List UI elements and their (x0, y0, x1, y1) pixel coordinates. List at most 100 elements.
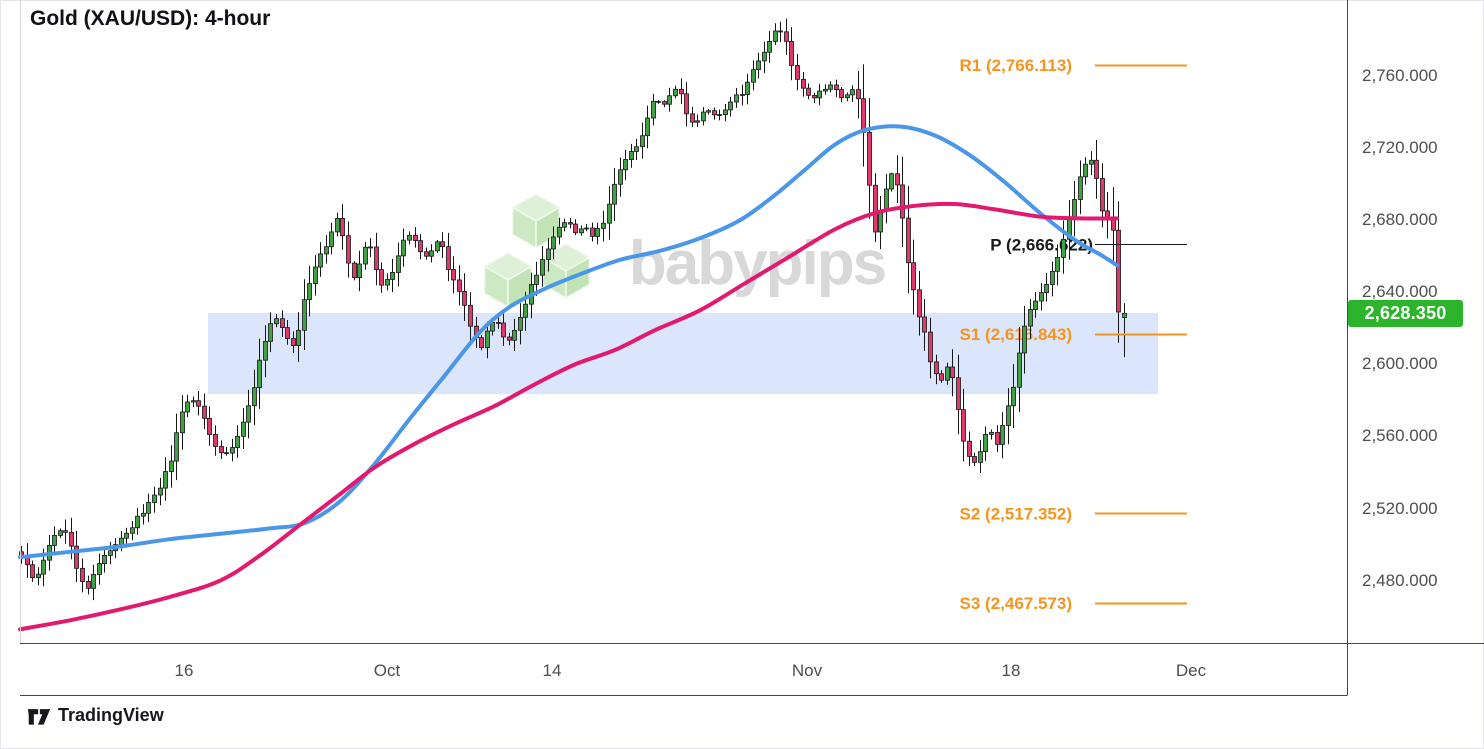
candle-up (551, 236, 556, 250)
candle-up (169, 460, 174, 472)
candle-down (196, 400, 201, 407)
candle-down (684, 93, 689, 115)
candle-down (950, 366, 955, 379)
candle-up (429, 250, 434, 257)
ma-line-ma-slow (18, 201, 1119, 632)
candle-down (906, 217, 911, 264)
candle-up (357, 263, 362, 279)
candle-down (972, 456, 977, 463)
candle-up (1044, 284, 1049, 293)
candle-up (878, 210, 883, 233)
candle-up (767, 41, 772, 53)
candle-up (407, 234, 412, 241)
candle-down (1100, 178, 1105, 212)
candle-down (1094, 159, 1099, 179)
price-tick-label: 2,600.000 (1362, 354, 1438, 374)
candle-up (318, 253, 323, 268)
candle-up (36, 573, 41, 579)
candle-down (656, 100, 661, 103)
time-tick-label: 16 (174, 661, 194, 680)
candle-up (1011, 386, 1016, 407)
candle-down (446, 246, 451, 270)
candles-series (19, 18, 1127, 601)
candle-up (1033, 300, 1038, 310)
candle-up (618, 169, 623, 185)
candle-up (1078, 176, 1083, 200)
time-tick-label: Nov (791, 661, 823, 680)
candle-up (135, 515, 140, 529)
time-tick-label: Dec (1175, 661, 1207, 680)
tradingview-logo[interactable]: TradingView (27, 705, 164, 726)
candle-up (396, 255, 401, 273)
candle-up (634, 146, 639, 152)
candle-up (385, 279, 390, 286)
time-tick-label: 14 (542, 661, 562, 680)
candle-down (812, 94, 817, 99)
candle-up (191, 400, 196, 403)
candle-down (662, 101, 667, 105)
candle-down (679, 88, 684, 95)
candle-down (801, 78, 806, 89)
time-axis[interactable]: 16 Oct 14 Nov 18 Dec (20, 644, 1347, 695)
candle-down (778, 30, 783, 33)
candle-up (828, 84, 833, 90)
candle-down (80, 567, 85, 582)
candle-down (451, 269, 456, 281)
time-tick-label: Oct (373, 661, 401, 680)
candle-down (917, 289, 922, 318)
candle-up (728, 101, 733, 111)
candle-up (745, 81, 750, 95)
candle-down (839, 89, 844, 99)
candle-up (978, 451, 983, 463)
candle-down (507, 336, 512, 341)
candle-up (52, 535, 57, 546)
candle-up (640, 135, 645, 148)
candle-down (501, 322, 506, 338)
candle-up (1028, 309, 1033, 327)
babypips-watermark-text: babypips (629, 229, 885, 298)
candle-down (861, 98, 866, 133)
candle-down (63, 530, 68, 533)
candle-up (1017, 352, 1022, 388)
candle-down (789, 40, 794, 66)
candle-up (850, 89, 855, 96)
candle-up (601, 222, 606, 229)
candle-up (119, 537, 124, 545)
candle-up (390, 272, 395, 280)
candle-up (152, 494, 157, 503)
candle-down (939, 373, 944, 381)
candle-up (751, 69, 756, 83)
candle-down (922, 316, 927, 333)
candle-down (895, 173, 900, 186)
candle-up (706, 110, 711, 113)
candle-down (995, 431, 1000, 445)
pivot-label-s3: S3 (2,467.573) (960, 594, 1072, 613)
candle-up (740, 94, 745, 96)
candle-up (612, 183, 617, 205)
candle-up (252, 387, 257, 407)
candle-up (324, 246, 329, 255)
candle-up (1022, 325, 1027, 354)
candle-up (1055, 256, 1060, 272)
candle-up (823, 88, 828, 92)
candle-down (934, 361, 939, 375)
price-tick-label: 2,560.000 (1362, 426, 1438, 446)
support-zone (208, 313, 1158, 395)
price-axis[interactable]: 2,760.000 2,720.000 2,680.000 2,640.000 2,60… (1348, 0, 1484, 695)
last-price-badge: 2,628.350 (1348, 299, 1463, 327)
candle-down (967, 440, 972, 457)
candle-down (1111, 218, 1116, 231)
pivot-label-s2: S2 (2,517.352) (960, 504, 1072, 523)
price-tick-label: 2,480.000 (1362, 570, 1438, 590)
candle-down (856, 89, 861, 100)
candle-up (296, 329, 301, 346)
candle-down (795, 65, 800, 80)
candle-down (590, 227, 595, 237)
last-price-value: 2,628.350 (1364, 302, 1447, 323)
candle-up (629, 151, 634, 160)
candle-up (174, 432, 179, 462)
candle-down (291, 338, 296, 346)
candle-down (418, 240, 423, 253)
candle-up (651, 100, 656, 119)
